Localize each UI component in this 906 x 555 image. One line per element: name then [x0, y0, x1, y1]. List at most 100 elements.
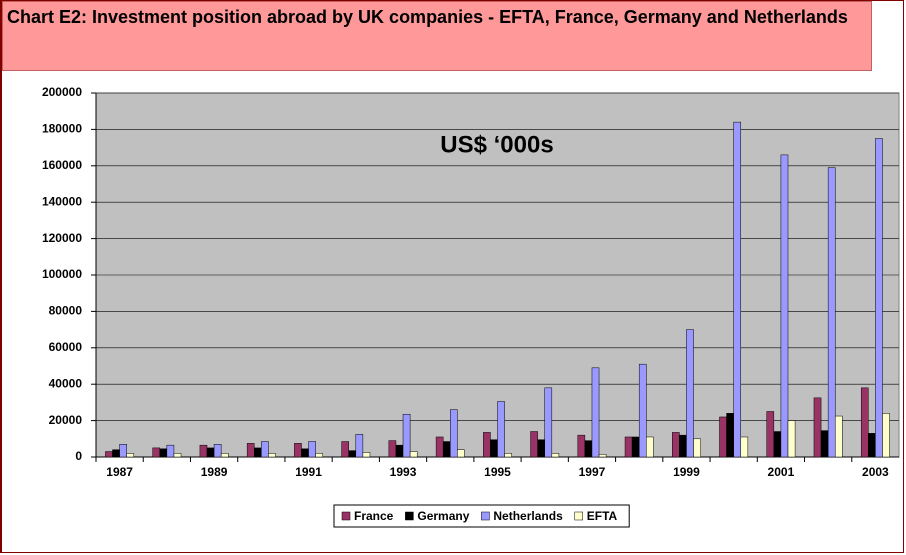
bar	[780, 154, 789, 458]
bar	[646, 436, 654, 458]
bar	[834, 415, 843, 458]
annotation: US$ ‘000s	[440, 131, 553, 158]
bar	[435, 436, 444, 458]
bar	[308, 441, 316, 458]
bar	[450, 409, 458, 458]
bar	[598, 454, 607, 458]
bar	[409, 451, 418, 458]
legend-swatch	[405, 511, 414, 521]
bar	[726, 413, 734, 458]
x-tick-label: 1995	[484, 465, 511, 479]
bar	[882, 413, 890, 458]
bar	[105, 451, 113, 458]
x-tick-label: 1987	[106, 465, 133, 479]
bar	[875, 138, 883, 458]
bar	[827, 167, 836, 458]
y-tick-label: 200000	[42, 85, 82, 99]
bar	[388, 440, 397, 458]
bar	[787, 420, 796, 458]
legend-label: EFTA	[587, 509, 618, 523]
bar	[119, 444, 127, 458]
bar	[355, 434, 364, 458]
bar	[624, 436, 633, 458]
bar	[733, 121, 742, 458]
bar	[860, 387, 869, 458]
y-tick-label: 120000	[42, 231, 82, 245]
bar	[638, 363, 647, 458]
bar	[672, 432, 680, 458]
chart-title: Chart E2: Investment position abroad by …	[2, 1, 872, 71]
bar	[341, 441, 349, 458]
y-tick-label: 0	[75, 449, 82, 463]
x-tick-label: 1993	[390, 465, 417, 479]
bar	[268, 453, 276, 458]
bar	[173, 453, 182, 458]
bar	[442, 441, 451, 458]
bar	[315, 453, 323, 458]
legend-label: France	[354, 509, 394, 523]
legend-swatch	[574, 511, 583, 521]
bar	[261, 441, 269, 458]
y-tick-label: 140000	[42, 194, 82, 208]
bar	[253, 447, 262, 458]
y-tick-label: 40000	[49, 376, 83, 390]
legend: France Germany Netherlands EFTA	[333, 504, 630, 528]
bar	[766, 411, 775, 458]
bar	[577, 434, 586, 458]
bar	[362, 452, 371, 458]
bar	[126, 453, 135, 458]
bar	[246, 443, 255, 458]
x-tick-label: 2003	[862, 465, 889, 479]
x-tick-label: 1989	[201, 465, 228, 479]
y-tick-label: 60000	[49, 340, 83, 354]
legend-swatch	[341, 511, 351, 521]
bar	[213, 444, 222, 458]
legend-label: Germany	[417, 509, 469, 523]
chart: 0 20000 40000 60000 80000 100000 120000 140000 1…	[42, 85, 900, 528]
bar	[868, 433, 876, 458]
bar	[544, 387, 553, 458]
x-tick-label: 1997	[579, 465, 606, 479]
x-tick-label: 1991	[295, 465, 322, 479]
y-tick-label: 20000	[49, 413, 83, 427]
bar	[199, 444, 208, 458]
bar	[773, 431, 782, 458]
bar	[490, 439, 498, 458]
bar	[631, 436, 640, 458]
legend-label: Netherlands	[493, 509, 563, 523]
bar	[112, 449, 120, 458]
bar	[348, 450, 357, 458]
bar	[584, 440, 593, 458]
bar	[497, 401, 505, 458]
y-tick-label: 100000	[42, 267, 82, 281]
bar	[813, 397, 822, 458]
bar	[693, 438, 701, 458]
bar	[483, 432, 491, 458]
x-tick-label: 1999	[673, 465, 700, 479]
bar	[740, 436, 749, 458]
bar	[530, 431, 538, 458]
bar	[820, 430, 829, 458]
y-tick-label: 180000	[42, 122, 82, 136]
bar	[719, 416, 727, 458]
bar	[301, 448, 309, 458]
bar	[686, 329, 694, 458]
bar	[206, 447, 215, 458]
y-tick-label: 80000	[49, 304, 83, 318]
y-tick-label: 160000	[42, 158, 82, 172]
legend-swatch	[481, 511, 490, 521]
bar	[457, 449, 465, 458]
bar	[537, 439, 545, 458]
bar	[504, 453, 512, 458]
bar	[591, 367, 600, 458]
bar	[395, 444, 404, 458]
bar	[294, 443, 302, 458]
bar	[166, 444, 175, 458]
bar	[152, 447, 161, 458]
x-tick-label: 2001	[768, 465, 795, 479]
bar	[159, 448, 168, 458]
bar	[402, 413, 411, 458]
bar	[220, 453, 229, 458]
bar	[551, 453, 560, 458]
